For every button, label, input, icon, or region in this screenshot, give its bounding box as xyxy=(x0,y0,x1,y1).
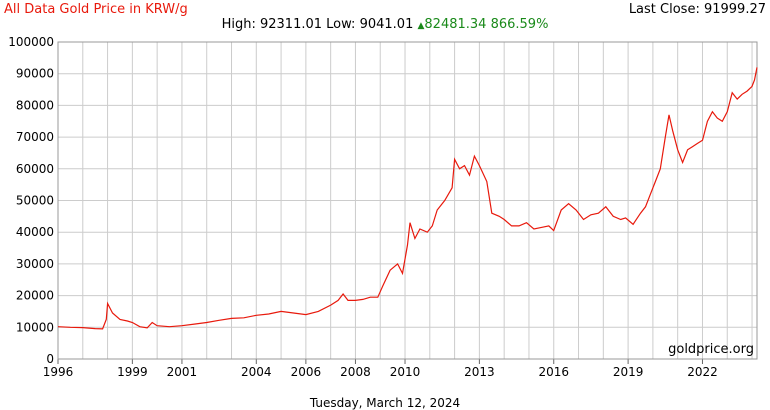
x-tick-label: 2001 xyxy=(167,365,198,379)
x-tick-label: 2019 xyxy=(613,365,644,379)
x-tick-label: 2016 xyxy=(538,365,569,379)
change-value: 82481.34 xyxy=(424,17,487,32)
x-tick-label: 1996 xyxy=(43,365,74,379)
x-tick-label: 1999 xyxy=(117,365,148,379)
y-tick-label: 60000 xyxy=(16,162,54,176)
y-tick-label: 30000 xyxy=(16,257,54,271)
low-value: 9041.01 xyxy=(359,17,414,32)
y-tick-label: 80000 xyxy=(16,98,54,112)
y-tick-label: 50000 xyxy=(16,194,54,208)
high-label: High: xyxy=(221,17,256,32)
last-close: Last Close: 91999.27 xyxy=(629,2,766,17)
y-tick-label: 90000 xyxy=(16,67,54,81)
x-axis: 1996 1999 2001 2004 2006 2008 2010 2013 2016 2019… xyxy=(43,359,718,379)
x-tick-label: 2010 xyxy=(390,365,421,379)
y-axis: 0 10000 20000 30000 40000 50000 60000 70000 8000… xyxy=(8,35,54,366)
price-line xyxy=(57,67,758,330)
watermark: goldprice.org xyxy=(668,342,754,357)
price-stats: High: 92311.01 Low: 9041.01 ▲82481.34 86… xyxy=(0,17,770,32)
high-value: 92311.01 xyxy=(259,17,323,32)
chart-grid xyxy=(57,41,757,360)
low-label: Low: xyxy=(326,17,356,32)
y-tick-label: 40000 xyxy=(16,225,54,239)
x-tick-label: 2006 xyxy=(291,365,322,379)
last-close-value: 91999.27 xyxy=(703,2,766,17)
footer-date: Tuesday, March 12, 2024 xyxy=(309,396,461,410)
chart-title: All Data Gold Price in KRW/g xyxy=(4,2,188,17)
y-tick-label: 100000 xyxy=(8,35,54,49)
plot-frame xyxy=(57,41,758,360)
y-tick-label: 10000 xyxy=(16,320,54,334)
x-tick-label: 2022 xyxy=(687,365,718,379)
last-close-label: Last Close: xyxy=(628,2,700,17)
x-tick-label: 2004 xyxy=(241,365,272,379)
y-tick-label: 70000 xyxy=(16,130,54,144)
y-tick-label: 20000 xyxy=(16,289,54,303)
y-tick-label: 0 xyxy=(46,352,54,366)
change-percent: 866.59% xyxy=(490,17,549,32)
x-tick-label: 2008 xyxy=(340,365,371,379)
x-tick-label: 2013 xyxy=(464,365,495,379)
change-up-icon: ▲ xyxy=(417,21,425,31)
